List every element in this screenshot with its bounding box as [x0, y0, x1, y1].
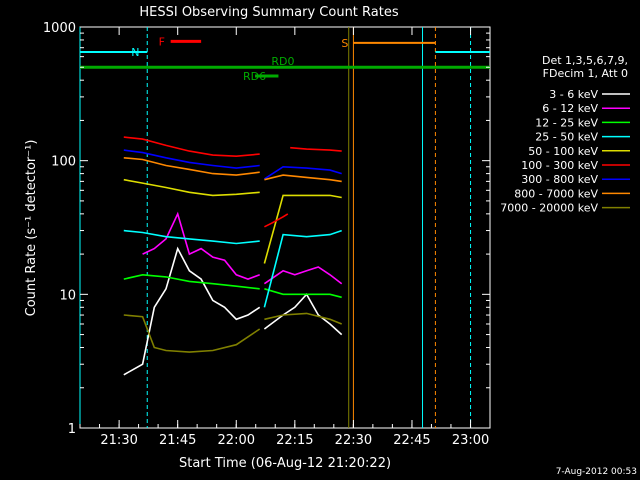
annotation-label-f: F [159, 35, 165, 48]
series-3-segment-1 [263, 229, 342, 308]
series-2-segment-1 [264, 288, 342, 299]
legend-label-6: 300 - 800 keV [521, 173, 598, 186]
series-7-segment-0 [123, 157, 260, 176]
legend-label-5: 100 - 300 keV [521, 159, 598, 172]
legend-header-0: Det 1,3,5,6,7,9, [542, 54, 628, 67]
series-3-segment-0 [123, 229, 260, 245]
chart-title: HESSI Observing Summary Count Rates [139, 5, 398, 20]
x-tick-label-6: 23:00 [452, 433, 489, 448]
x-tick-label-1: 21:45 [159, 433, 196, 448]
x-axis: 21:30 21:45 22:00 22:15 22:30 22:45 23:00 [79, 27, 491, 448]
series-4-segment-0 [123, 178, 260, 197]
legend-label-4: 50 - 100 keV [528, 145, 598, 158]
series-6-segment-1 [263, 165, 342, 180]
legend-label-0: 3 - 6 keV [549, 88, 598, 101]
series-2-segment-0 [123, 273, 260, 290]
y-tick-label-0: 1 [68, 422, 76, 437]
series-4-segment-1 [263, 194, 342, 264]
legend-label-3: 25 - 50 keV [535, 131, 598, 144]
x-tick-label-0: 21:30 [100, 433, 137, 448]
series-1-segment-0 [142, 211, 260, 280]
legend-label-2: 12 - 25 keV [535, 116, 598, 129]
series-7-segment-1 [264, 174, 342, 183]
x-tick-label-5: 22:45 [393, 433, 430, 448]
legend: Det 1,3,5,6,7,9,FDecim 1, Att 0 3 - 6 keV… [500, 54, 630, 215]
annotation-label-rd0: RD0 [271, 55, 294, 68]
series-1-segment-1 [263, 266, 343, 285]
x-axis-label: Start Time (06-Aug-12 21:20:22) [179, 456, 391, 471]
series-5-segment-1 [264, 213, 289, 228]
series-0-segment-0 [123, 246, 261, 376]
series-8-segment-1 [264, 312, 342, 325]
x-tick-label-4: 22:30 [335, 433, 372, 448]
legend-header-1: FDecim 1, Att 0 [543, 67, 628, 80]
legend-label-7: 800 - 7000 keV [514, 187, 598, 200]
legend-label-1: 6 - 12 keV [542, 102, 598, 115]
footer-date: 7-Aug-2012 00:53 [556, 467, 637, 477]
y-axis-label: Count Rate (s⁻¹ detector⁻¹) [24, 140, 39, 317]
annotation-label-s: S [341, 37, 348, 50]
series-5-segment-2 [290, 146, 342, 152]
plot-area: N F RD0 RD6 S [79, 26, 491, 429]
x-tick-label-3: 22:15 [276, 433, 313, 448]
annotation-label-rd6: RD6 [243, 70, 266, 83]
series-6-segment-0 [123, 149, 260, 169]
legend-label-8: 7000 - 20000 keV [500, 202, 598, 215]
series-8-segment-0 [123, 314, 261, 353]
y-tick-label-3: 1000 [43, 21, 76, 36]
y-tick-label-1: 10 [59, 288, 76, 303]
x-tick-label-2: 22:00 [218, 433, 255, 448]
series-5-segment-0 [123, 136, 260, 158]
y-tick-label-2: 100 [51, 155, 76, 170]
y-axis: 1 10 100 1000 [43, 21, 490, 437]
annotation-label-n: N [131, 46, 139, 59]
